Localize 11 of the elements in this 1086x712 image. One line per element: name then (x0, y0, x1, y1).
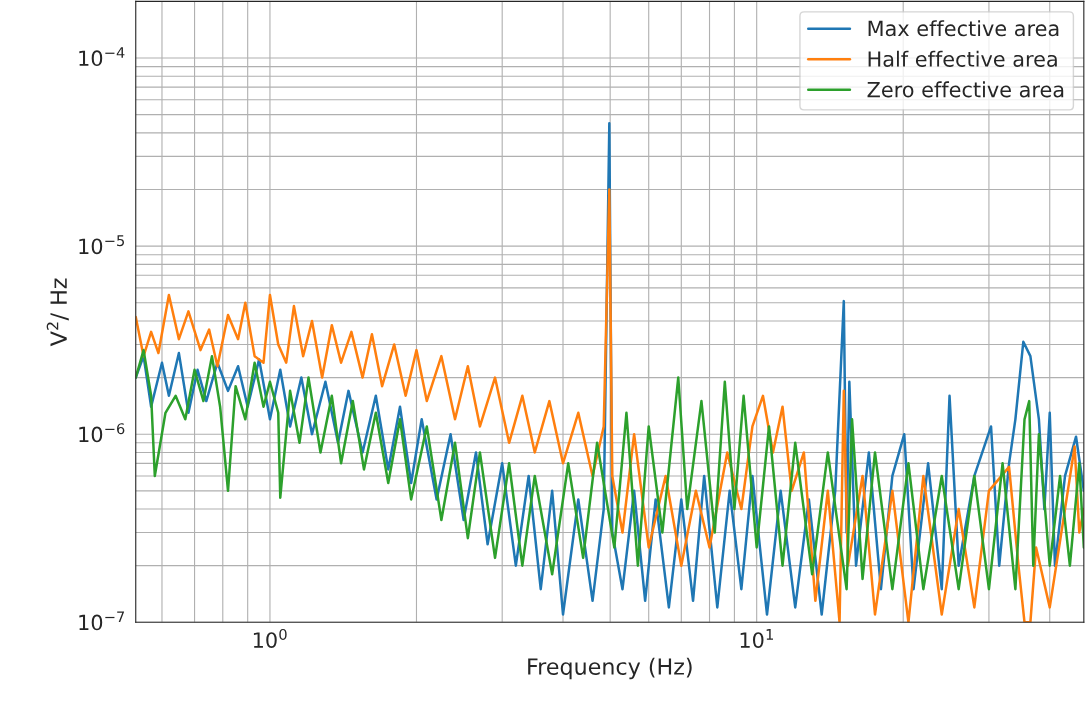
y-tick-label: 10$^{−6}$ (79, 423, 125, 443)
legend-label: Half effective area (868, 50, 1057, 67)
y-tick-label: 10$^{−7}$ (79, 611, 125, 631)
legend-label: Max effective area (868, 20, 1059, 37)
y-tick-label: 10$^{−4}$ (79, 47, 125, 67)
x-tick-label: 10$^{1}$ (740, 629, 773, 648)
y-axis-title: V$^{2}$/ Hz (46, 278, 69, 347)
x-axis-title: Frequency (Hz) (528, 657, 692, 680)
legend-label: Zero effective area (867, 81, 1064, 98)
y-tick-label: 10$^{−5}$ (79, 235, 124, 255)
x-tick-label: 10$^{0}$ (253, 628, 287, 648)
